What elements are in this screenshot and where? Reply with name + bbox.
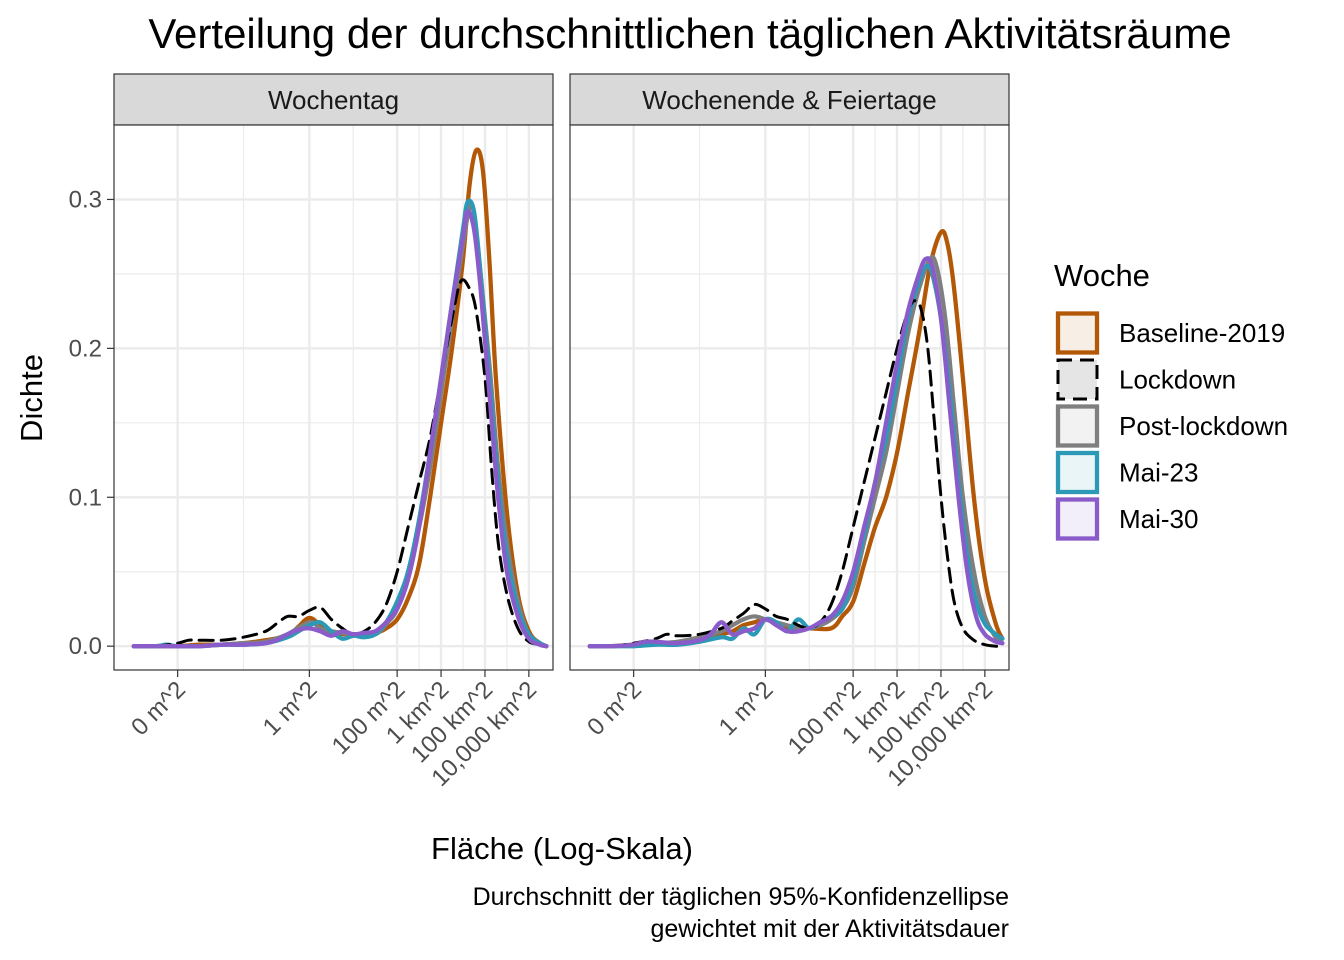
legend-label: Lockdown (1119, 365, 1236, 395)
legend-item: Post-lockdown (1055, 404, 1288, 448)
legend-item: Mai-30 (1055, 497, 1198, 541)
legend-label: Mai-30 (1119, 504, 1198, 534)
legend-key (1056, 358, 1099, 401)
legend-key (1055, 404, 1100, 448)
density-line-mai-30 (587, 256, 1005, 649)
caption-line-2: gewichtet mit der Aktivitätsdauer (651, 915, 1010, 943)
density-line-lockdown (132, 278, 548, 648)
y-tick-label: 0.3 (69, 186, 102, 213)
panel-border (113, 124, 554, 671)
panel-border (569, 124, 1010, 671)
y-tick-label: 0.1 (69, 484, 102, 511)
caption-line-1: Durchschnitt der täglichen 95%-Konfidenz… (473, 883, 1009, 911)
facet-strip (569, 73, 1010, 126)
legend-title: Woche (1054, 258, 1150, 293)
y-axis-label: Dichte (14, 354, 49, 442)
legend: Woche Baseline-2019 Lockdown Post-lockdown M… (1054, 258, 1288, 541)
facet-strip-label: Wochentag (268, 85, 399, 115)
legend-label: Baseline-2019 (1119, 318, 1285, 348)
legend-key (1055, 450, 1100, 495)
density-line-mai-30 (131, 209, 549, 649)
legend-item: Lockdown (1056, 358, 1236, 401)
chart-title: Verteilung der durchschnittlichen täglic… (148, 10, 1231, 57)
plot-background (570, 125, 1009, 670)
facet-strip (113, 73, 554, 126)
y-tick-label: 0.2 (69, 335, 102, 362)
x-tick-label: 0 m^2 (126, 676, 191, 741)
plot-background (114, 125, 553, 670)
x-tick-label: 1 m^2 (714, 676, 779, 741)
x-tick-label: 0 m^2 (582, 676, 647, 741)
legend-label: Post-lockdown (1119, 411, 1288, 441)
legend-key (1055, 497, 1100, 541)
legend-item: Baseline-2019 (1055, 311, 1285, 355)
facet-strip-label: Wochenende & Feiertage (642, 85, 936, 115)
y-tick-label: 0.0 (69, 633, 102, 660)
density-line-lockdown (588, 299, 1004, 648)
x-axis-label: Fläche (Log-Skala) (431, 831, 693, 866)
legend-key (1055, 311, 1100, 355)
legend-item: Mai-23 (1055, 450, 1198, 495)
x-tick-label: 1 m^2 (258, 676, 323, 741)
legend-label: Mai-23 (1119, 458, 1198, 488)
